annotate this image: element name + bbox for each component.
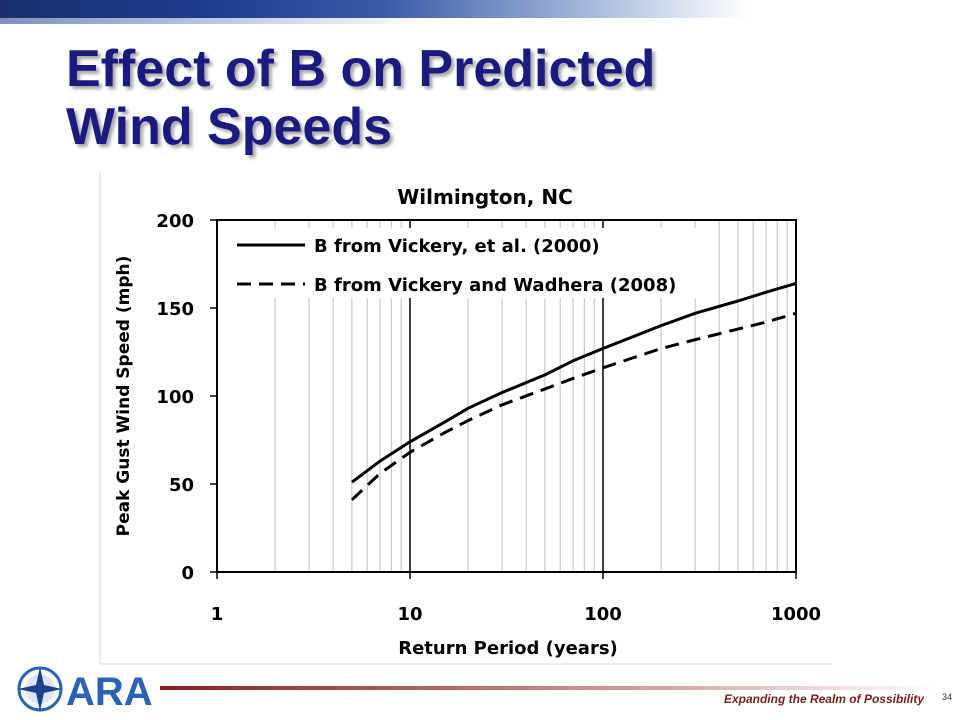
- y-axis-label: Peak Gust Wind Speed (mph): [114, 256, 134, 537]
- series-line-2: [350, 311, 797, 501]
- legend-label-1: B from Vickery, et al. (2000): [314, 236, 600, 257]
- slide-title-line-1: Effect of B on Predicted: [66, 40, 656, 98]
- header-gradient-bar: [0, 0, 960, 18]
- chart-tick-labels: 1 10 100 1000 0 50 100 150 200: [156, 211, 821, 625]
- series-line-1: [351, 281, 797, 484]
- slide-title-line-2: Wind Speeds: [66, 98, 393, 156]
- logo-compass-star-icon: [18, 667, 62, 711]
- footer-tagline: Expanding the Realm of Possibility: [723, 692, 924, 706]
- y-tick-label: 0: [181, 563, 194, 584]
- legend-background: [230, 228, 700, 298]
- slide-title: Effect of B on Predicted Wind Speeds: [66, 40, 655, 156]
- header-gradient-underline: [0, 18, 430, 24]
- y-tick-label: 100: [156, 387, 194, 408]
- y-tick-label: 50: [169, 475, 194, 496]
- x-tick-label: 10: [397, 604, 422, 625]
- legend-label-2: B from Vickery and Wadhera (2008): [314, 275, 676, 296]
- x-tick-label: 1000: [771, 604, 821, 625]
- footer-divider: [160, 686, 940, 690]
- x-axis-label: Return Period (years): [398, 638, 618, 659]
- chart-legend: B from Vickery, et al. (2000) B from Vic…: [230, 228, 700, 298]
- logo-wordmark: ARA: [66, 670, 153, 714]
- y-tick-label: 200: [156, 211, 194, 232]
- page-number: 34: [941, 692, 952, 702]
- ara-logo: ARA: [17, 666, 153, 714]
- chart-title: Wilmington, NC: [397, 185, 573, 209]
- y-tick-label: 150: [156, 299, 194, 320]
- x-tick-label: 1: [211, 604, 224, 625]
- x-tick-label: 100: [584, 604, 622, 625]
- chart-series-group: [350, 281, 797, 501]
